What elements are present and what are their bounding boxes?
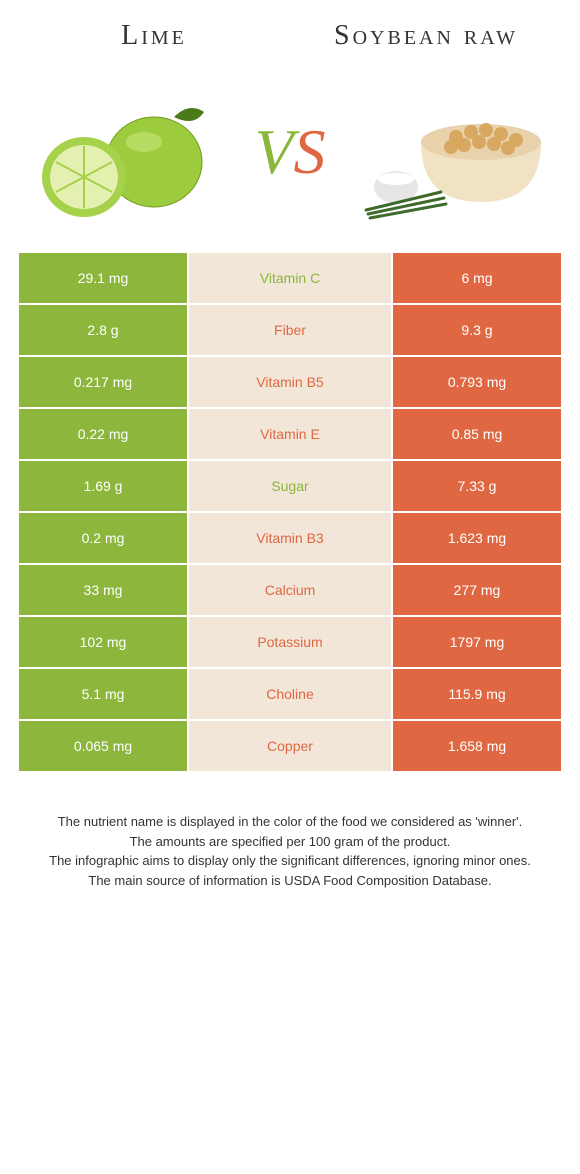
cell-soy-value: 7.33 g bbox=[392, 460, 562, 512]
footnote-line: The main source of information is USDA F… bbox=[28, 871, 552, 891]
cell-nutrient-label: Fiber bbox=[188, 304, 392, 356]
cell-lime-value: 1.69 g bbox=[18, 460, 188, 512]
cell-lime-value: 0.2 mg bbox=[18, 512, 188, 564]
table-row: 0.2 mgVitamin B31.623 mg bbox=[18, 512, 562, 564]
cell-soy-value: 1797 mg bbox=[392, 616, 562, 668]
cell-soy-value: 115.9 mg bbox=[392, 668, 562, 720]
cell-soy-value: 1.658 mg bbox=[392, 720, 562, 772]
table-row: 0.217 mgVitamin B50.793 mg bbox=[18, 356, 562, 408]
cell-soy-value: 6 mg bbox=[392, 252, 562, 304]
nutrient-table: 29.1 mgVitamin C6 mg2.8 gFiber9.3 g0.217… bbox=[18, 252, 562, 772]
cell-lime-value: 0.22 mg bbox=[18, 408, 188, 460]
cell-lime-value: 0.217 mg bbox=[18, 356, 188, 408]
cell-lime-value: 0.065 mg bbox=[18, 720, 188, 772]
cell-nutrient-label: Vitamin C bbox=[188, 252, 392, 304]
cell-nutrient-label: Copper bbox=[188, 720, 392, 772]
table-row: 5.1 mgCholine115.9 mg bbox=[18, 668, 562, 720]
cell-soy-value: 1.623 mg bbox=[392, 512, 562, 564]
footnote-line: The amounts are specified per 100 gram o… bbox=[28, 832, 552, 852]
cell-lime-value: 33 mg bbox=[18, 564, 188, 616]
cell-nutrient-label: Vitamin B3 bbox=[188, 512, 392, 564]
header: Lime Soybean raw bbox=[18, 20, 562, 52]
cell-lime-value: 2.8 g bbox=[18, 304, 188, 356]
cell-nutrient-label: Potassium bbox=[188, 616, 392, 668]
vs-label: VS bbox=[230, 115, 350, 189]
table-row: 0.22 mgVitamin E0.85 mg bbox=[18, 408, 562, 460]
cell-nutrient-label: Vitamin E bbox=[188, 408, 392, 460]
cell-soy-value: 9.3 g bbox=[392, 304, 562, 356]
cell-soy-value: 0.85 mg bbox=[392, 408, 562, 460]
table-row: 29.1 mgVitamin C6 mg bbox=[18, 252, 562, 304]
title-soybean: Soybean raw bbox=[290, 20, 562, 52]
table-row: 33 mgCalcium277 mg bbox=[18, 564, 562, 616]
footnotes: The nutrient name is displayed in the co… bbox=[18, 812, 562, 890]
cell-lime-value: 5.1 mg bbox=[18, 668, 188, 720]
footnote-line: The nutrient name is displayed in the co… bbox=[28, 812, 552, 832]
cell-lime-value: 29.1 mg bbox=[18, 252, 188, 304]
title-lime: Lime bbox=[18, 20, 290, 52]
cell-soy-value: 277 mg bbox=[392, 564, 562, 616]
cell-nutrient-label: Choline bbox=[188, 668, 392, 720]
cell-nutrient-label: Vitamin B5 bbox=[188, 356, 392, 408]
cell-soy-value: 0.793 mg bbox=[392, 356, 562, 408]
table-row: 0.065 mgCopper1.658 mg bbox=[18, 720, 562, 772]
table-row: 2.8 gFiber9.3 g bbox=[18, 304, 562, 356]
lime-image bbox=[18, 82, 230, 222]
cell-nutrient-label: Calcium bbox=[188, 564, 392, 616]
table-row: 1.69 gSugar7.33 g bbox=[18, 460, 562, 512]
cell-nutrient-label: Sugar bbox=[188, 460, 392, 512]
cell-lime-value: 102 mg bbox=[18, 616, 188, 668]
vs-v: V bbox=[254, 116, 293, 187]
table-row: 102 mgPotassium1797 mg bbox=[18, 616, 562, 668]
vs-s: S bbox=[294, 116, 326, 187]
images-row: VS bbox=[18, 82, 562, 222]
footnote-line: The infographic aims to display only the… bbox=[28, 851, 552, 871]
soybean-image bbox=[350, 82, 562, 222]
